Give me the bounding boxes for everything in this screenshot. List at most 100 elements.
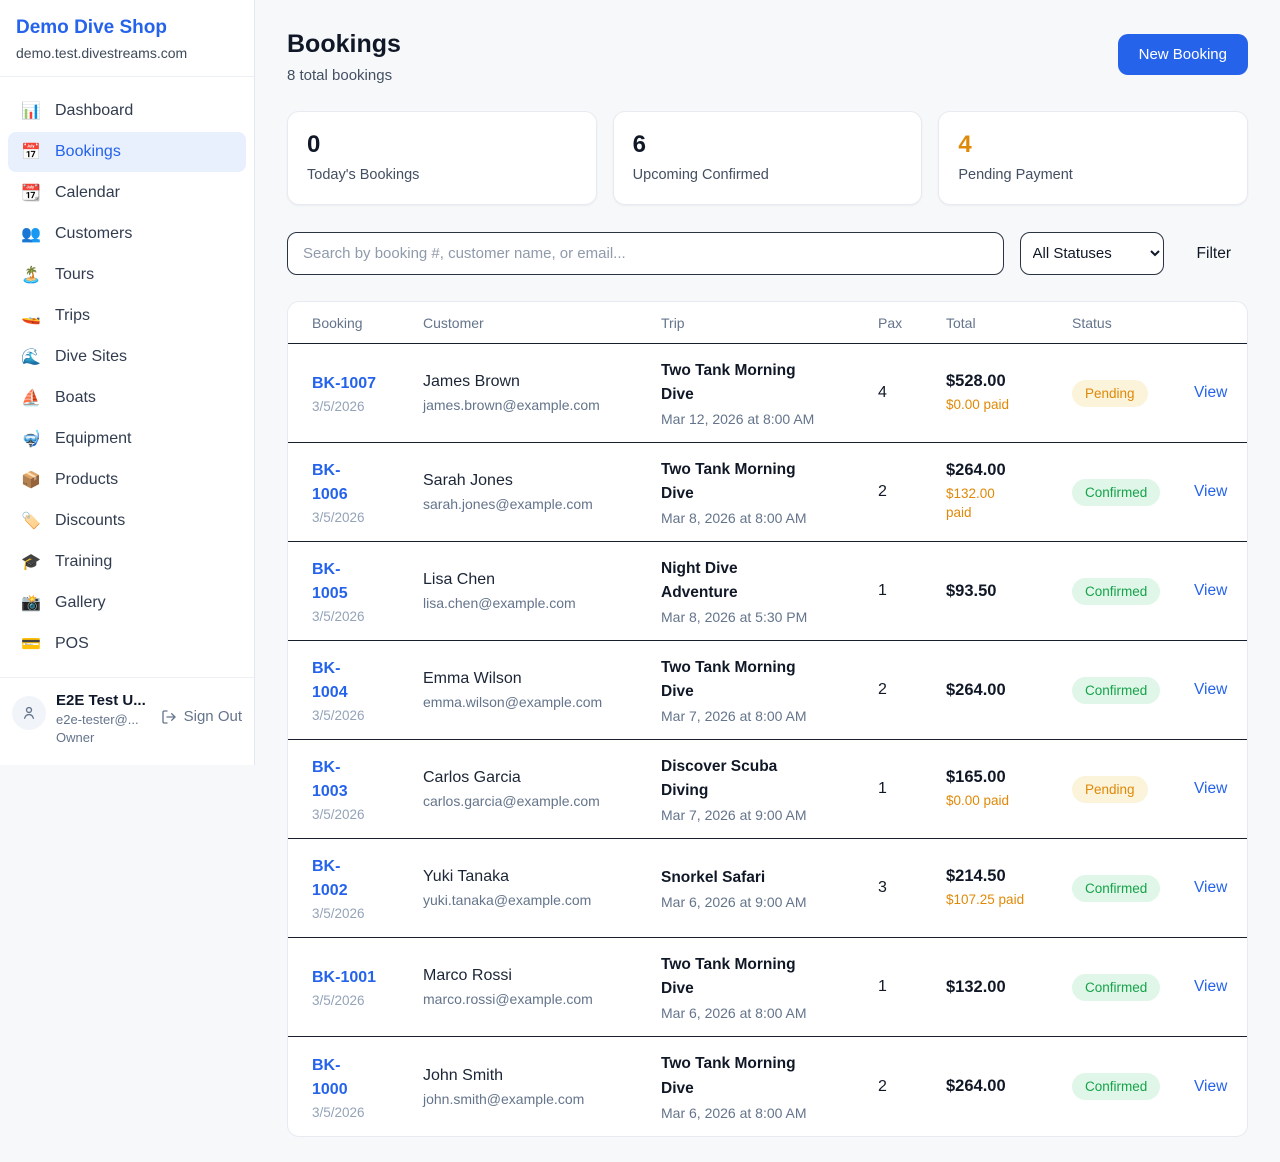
trip-name: Two Tank Morning Dive [661, 460, 796, 502]
pax-value: 1 [878, 978, 887, 995]
booking-cell: BK- 1004 3/5/2026 [312, 657, 423, 723]
search-input[interactable] [287, 232, 1004, 275]
booking-date: 3/5/2026 [312, 510, 365, 525]
sidebar-item-discounts[interactable]: 🏷️ Discounts [8, 501, 246, 541]
customer-email: lisa.chen@example.com [423, 595, 576, 611]
sign-out-button[interactable]: Sign Out [161, 692, 242, 725]
filter-button[interactable]: Filter [1196, 244, 1231, 262]
page-header: Bookings 8 total bookings New Booking [287, 30, 1248, 84]
sidebar-item-training[interactable]: 🎓 Training [8, 542, 246, 582]
sidebar-item-dive-sites[interactable]: 🌊 Dive Sites [8, 337, 246, 377]
main-content: Bookings 8 total bookings New Booking 0 T… [255, 0, 1280, 1137]
booking-link[interactable]: BK- 1002 [312, 858, 348, 899]
sidebar-item-label: Calendar [55, 184, 120, 201]
sidebar-item-label: Products [55, 471, 119, 488]
status-badge: Confirmed [1072, 973, 1161, 1001]
shop-name: Demo Dive Shop [16, 17, 167, 38]
bookings-icon: 📅 [21, 144, 41, 161]
status-cell: Confirmed [1072, 676, 1194, 704]
status-badge: Confirmed [1072, 676, 1161, 704]
user-role: Owner [56, 730, 95, 745]
col-header-booking: Booking [312, 315, 363, 331]
table-row: BK- 1005 3/5/2026 Lisa Chen lisa.chen@exampl… [288, 542, 1247, 641]
products-icon: 📦 [21, 472, 41, 489]
sidebar-item-pos[interactable]: 💳 POS [8, 624, 246, 664]
tours-icon: 🏝️ [21, 267, 41, 284]
brand: Demo Dive Shop demo.test.divestreams.com [0, 0, 254, 77]
view-link[interactable]: View [1194, 780, 1228, 797]
booking-cell: BK-1007 3/5/2026 [312, 372, 423, 414]
sidebar-item-customers[interactable]: 👥 Customers [8, 214, 246, 254]
sign-out-label: Sign Out [183, 708, 242, 725]
customer-name: James Brown [423, 373, 520, 390]
booking-date: 3/5/2026 [312, 1104, 365, 1120]
booking-link[interactable]: BK- 1000 [312, 1056, 348, 1098]
table-row: BK-1007 3/5/2026 James Brown james.brown@ex… [288, 344, 1247, 443]
actions-cell: View [1194, 384, 1227, 402]
customer-cell: Lisa Chen lisa.chen@example.com [423, 571, 661, 611]
trip-name: Snorkel Safari [661, 868, 766, 886]
sidebar-item-label: Training [55, 553, 113, 570]
user-box: E2E Test U... e2e-tester@... Owner Sign … [0, 677, 254, 765]
sidebar-item-equipment[interactable]: 🤿 Equipment [8, 419, 246, 459]
bookings-table: Booking Customer Trip Pax Total Status B… [287, 301, 1248, 1137]
trip-name: Two Tank Morning Dive [661, 955, 796, 997]
user-meta: E2E Test U... e2e-tester@... Owner [56, 692, 146, 745]
equipment-icon: 🤿 [21, 431, 41, 448]
customer-cell: James Brown james.brown@example.com [423, 373, 661, 413]
total-cell: $93.50 [946, 582, 1072, 601]
view-link[interactable]: View [1194, 681, 1228, 698]
sidebar-item-tours[interactable]: 🏝️ Tours [8, 255, 246, 295]
sidebar-item-gallery[interactable]: 📸 Gallery [8, 583, 246, 623]
view-link[interactable]: View [1194, 483, 1228, 500]
view-link[interactable]: View [1194, 582, 1228, 599]
total-amount: $528.00 [946, 371, 1006, 390]
trip-datetime: Mar 8, 2026 at 8:00 AM [661, 510, 807, 527]
status-badge: Confirmed [1072, 478, 1161, 506]
stat-card-0: 0 Today's Bookings [287, 111, 597, 205]
booking-link[interactable]: BK- 1004 [312, 660, 348, 701]
trips-icon: 🚤 [21, 308, 41, 325]
pax-value: 1 [878, 780, 887, 797]
status-badge: Pending [1072, 379, 1148, 407]
page-header-text: Bookings 8 total bookings [287, 30, 401, 84]
sidebar-item-bookings[interactable]: 📅 Bookings [8, 132, 246, 172]
total-cell: $528.00 $0.00 paid [946, 372, 1072, 415]
booking-link[interactable]: BK- 1005 [312, 561, 348, 602]
pax-value: 3 [878, 879, 887, 896]
customer-cell: Marco Rossi marco.rossi@example.com [423, 967, 661, 1007]
view-link[interactable]: View [1194, 1077, 1228, 1095]
sidebar-item-label: Customers [55, 225, 133, 242]
booking-link[interactable]: BK- 1003 [312, 759, 348, 800]
trip-datetime: Mar 8, 2026 at 5:30 PM [661, 609, 808, 626]
customer-email: carlos.garcia@example.com [423, 793, 600, 809]
sidebar-item-boats[interactable]: ⛵ Boats [8, 378, 246, 418]
new-booking-button[interactable]: New Booking [1117, 34, 1248, 75]
discounts-icon: 🏷️ [21, 513, 41, 530]
booking-link[interactable]: BK-1001 [312, 969, 377, 986]
pax-value: 2 [878, 1077, 887, 1095]
booking-link[interactable]: BK-1007 [312, 375, 377, 392]
view-link[interactable]: View [1194, 879, 1228, 896]
paid-amount: $132.00 paid [946, 486, 995, 520]
sidebar-item-dashboard[interactable]: 📊 Dashboard [8, 91, 246, 131]
customer-name: Lisa Chen [423, 571, 496, 588]
booking-link[interactable]: BK- 1006 [312, 462, 348, 503]
trip-datetime: Mar 6, 2026 at 9:00 AM [661, 894, 807, 910]
booking-date: 3/5/2026 [312, 609, 365, 624]
sidebar-item-trips[interactable]: 🚤 Trips [8, 296, 246, 336]
view-link[interactable]: View [1194, 384, 1228, 401]
status-select[interactable]: All Statuses [1019, 232, 1164, 275]
booking-cell: BK- 1000 3/5/2026 [312, 1054, 423, 1120]
pax-value: 2 [878, 483, 887, 500]
actions-cell: View [1194, 780, 1227, 798]
sidebar-item-calendar[interactable]: 📆 Calendar [8, 173, 246, 213]
view-link[interactable]: View [1194, 978, 1228, 995]
total-cell: $214.50 $107.25 paid [946, 867, 1072, 910]
pax-value: 2 [878, 681, 887, 698]
page-subtitle: 8 total bookings [287, 67, 393, 84]
paid-amount: $0.00 paid [946, 396, 1010, 412]
sidebar-item-products[interactable]: 📦 Products [8, 460, 246, 500]
booking-date: 3/5/2026 [312, 708, 365, 723]
pax-value: 4 [878, 384, 887, 401]
